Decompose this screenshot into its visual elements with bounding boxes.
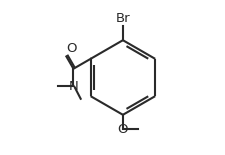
Text: N: N bbox=[68, 80, 78, 93]
Text: Br: Br bbox=[115, 12, 130, 25]
Text: O: O bbox=[66, 42, 77, 55]
Text: O: O bbox=[117, 123, 128, 136]
